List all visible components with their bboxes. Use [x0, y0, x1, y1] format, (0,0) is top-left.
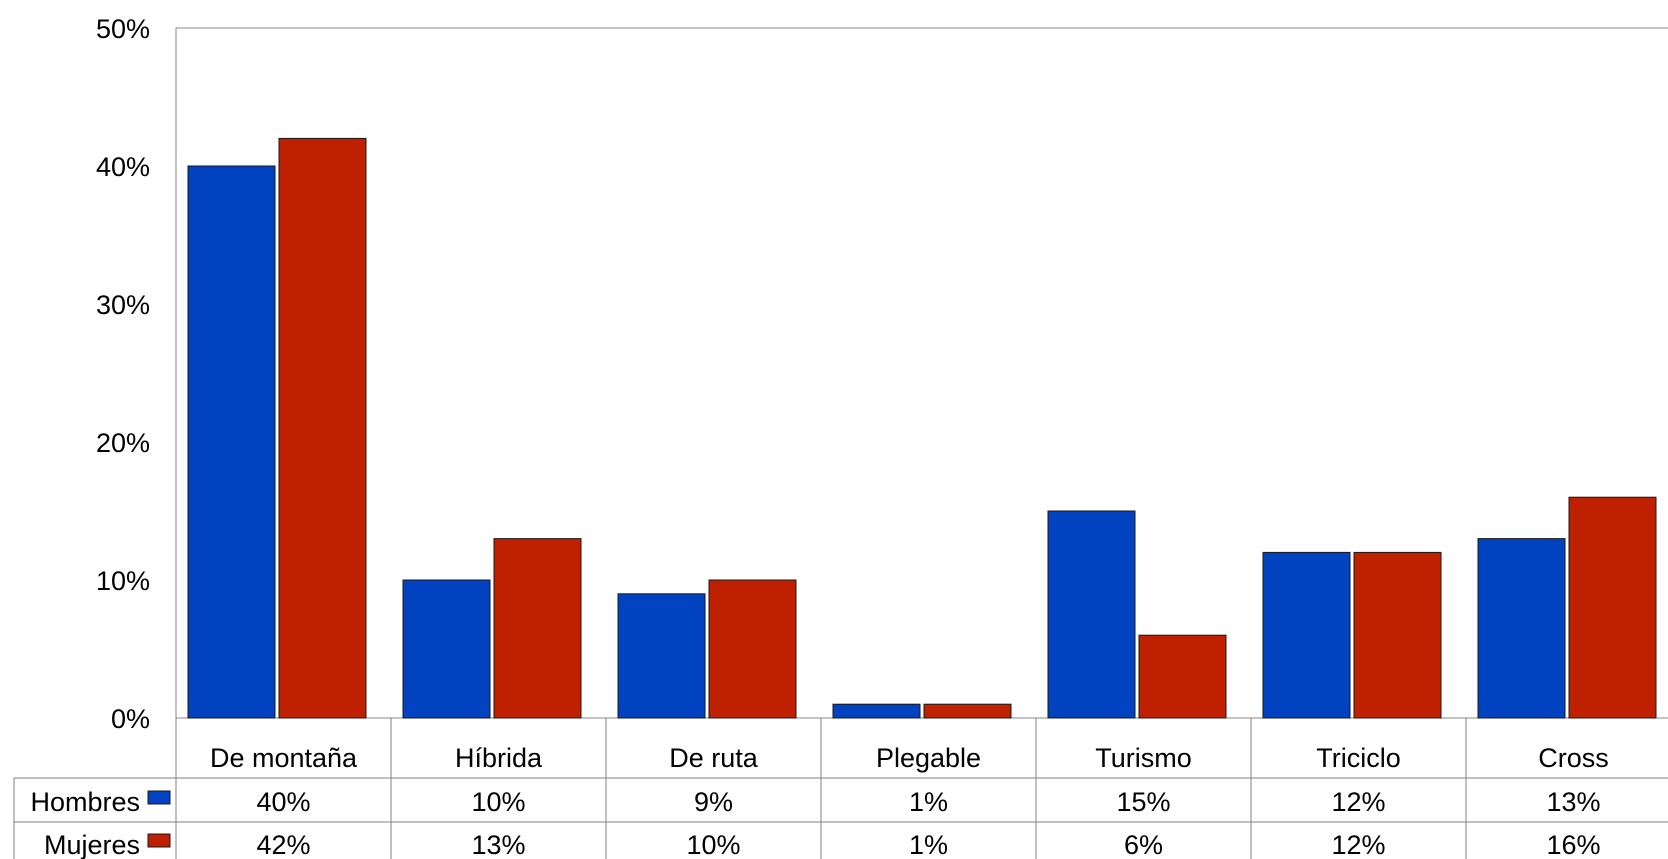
bar-hombres-3	[832, 703, 921, 719]
table-cell: 10%	[471, 787, 525, 817]
y-tick-label: 40%	[96, 152, 150, 182]
bar-mujeres-1	[493, 538, 582, 719]
category-label: Híbrida	[455, 743, 543, 773]
y-tick-label: 30%	[96, 290, 150, 320]
table-cell: 1%	[909, 787, 948, 817]
bar-mujeres-6	[1568, 496, 1657, 719]
plot-area	[175, 27, 1668, 719]
category-label: De montaña	[210, 743, 358, 773]
legend-swatch-mujeres	[147, 833, 171, 848]
category-label: Triciclo	[1316, 743, 1401, 773]
bar-mujeres-4	[1138, 634, 1227, 719]
bar-series-group	[187, 137, 1657, 719]
y-axis: 0% 10% 20% 30% 40% 50%	[96, 14, 150, 734]
plot-border	[175, 27, 1668, 719]
table-cell: 42%	[256, 830, 310, 859]
y-tick-label: 10%	[96, 566, 150, 596]
bar-mujeres-0	[278, 137, 367, 719]
bar-hombres-5	[1262, 551, 1351, 719]
table-cell: 12%	[1331, 787, 1385, 817]
bar-hombres-1	[402, 579, 491, 719]
y-tick-label: 0%	[111, 704, 150, 734]
category-label: De ruta	[669, 743, 759, 773]
table-cell: 15%	[1116, 787, 1170, 817]
data-table: De montaña Híbrida De ruta Plegable Turismo T…	[13, 718, 1668, 859]
bar-hombres-0	[187, 165, 276, 719]
legend-label-hombres: Hombres	[30, 787, 140, 817]
category-label: Cross	[1538, 743, 1609, 773]
table-cell: 13%	[471, 830, 525, 859]
y-tick-label: 50%	[96, 14, 150, 44]
bar-mujeres-2	[708, 579, 797, 719]
legend-label-mujeres: Mujeres	[44, 830, 140, 859]
table-cell: 9%	[694, 787, 733, 817]
table-cell: 12%	[1331, 830, 1385, 859]
bar-hombres-4	[1047, 510, 1136, 719]
category-label: Turismo	[1095, 743, 1192, 773]
y-tick-label: 20%	[96, 428, 150, 458]
table-cell: 6%	[1124, 830, 1163, 859]
table-cell: 40%	[256, 787, 310, 817]
category-label: Plegable	[876, 743, 981, 773]
table-cell: 10%	[686, 830, 740, 859]
bar-hombres-2	[617, 593, 706, 719]
table-cell: 16%	[1546, 830, 1600, 859]
bar-hombres-6	[1477, 538, 1566, 719]
legend-swatch-hombres	[147, 790, 171, 805]
bar-mujeres-3	[923, 703, 1012, 719]
table-cell: 13%	[1546, 787, 1600, 817]
bar-mujeres-5	[1353, 551, 1442, 719]
table-cell: 1%	[909, 830, 948, 859]
